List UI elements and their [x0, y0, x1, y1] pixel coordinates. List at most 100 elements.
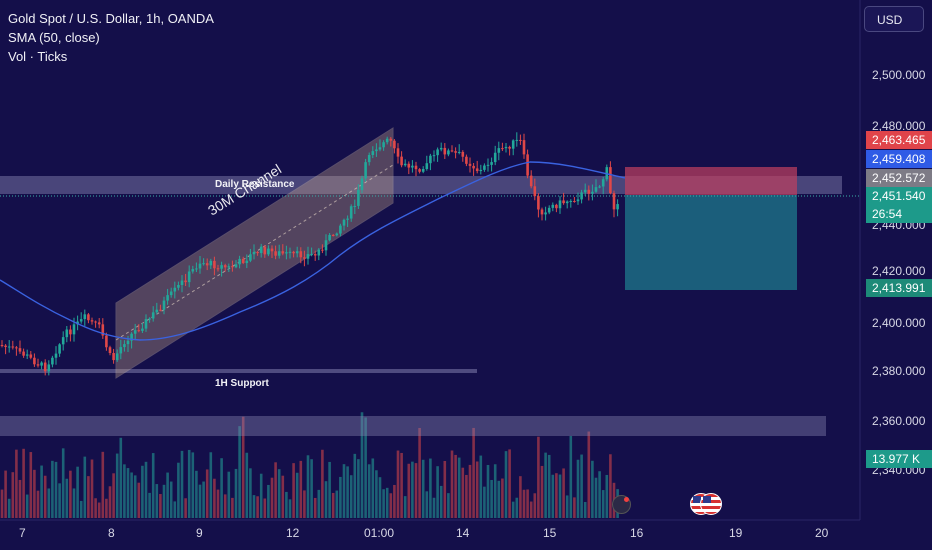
take-profit-zone	[625, 195, 797, 290]
candle-body	[292, 251, 295, 254]
volume-bar	[576, 459, 580, 518]
candle-body	[112, 352, 115, 361]
volume-bar	[598, 471, 601, 518]
volume-bar	[601, 490, 605, 518]
candle-body	[324, 240, 328, 251]
stop-price-tag: 2,463.465	[866, 131, 932, 149]
candle-body	[310, 254, 313, 256]
candle-body	[497, 148, 501, 153]
candle-body	[407, 163, 411, 168]
candle-body	[166, 295, 169, 301]
volume-bar	[72, 488, 76, 518]
volume-bar	[90, 459, 94, 518]
candle-body	[130, 333, 133, 341]
symbol-title[interactable]: Gold Spot / U.S. Dollar, 1h, OANDA	[8, 11, 214, 26]
volume-bar	[209, 452, 213, 518]
resistance-label[interactable]: Daily Resistance	[215, 179, 295, 190]
last-price-value: 2,451.540	[872, 189, 926, 203]
volume-bar	[555, 473, 558, 518]
candle-body	[295, 251, 299, 254]
volume-bar	[339, 476, 342, 518]
candle-body	[436, 149, 439, 156]
volume-bar	[605, 474, 609, 518]
volume-bar	[249, 468, 252, 518]
volume-bar	[515, 497, 519, 518]
volume-bar	[223, 494, 227, 518]
volume-bar	[61, 448, 65, 518]
candle-body	[33, 357, 36, 365]
candle-body	[281, 251, 285, 254]
volume-bar	[126, 468, 130, 518]
volume-bar	[288, 499, 292, 518]
volume-bar	[22, 448, 25, 518]
candle-body	[468, 163, 472, 166]
candle-body	[238, 258, 241, 265]
volume-bar	[270, 477, 274, 518]
volume-bar	[342, 464, 346, 518]
candle-body	[277, 251, 281, 256]
candle-body	[187, 271, 191, 283]
volume-bar	[411, 461, 414, 518]
candle-body	[151, 312, 155, 319]
volume-bar	[375, 470, 378, 518]
candle-body	[367, 155, 371, 163]
volume-bar	[277, 469, 281, 518]
candle-body	[328, 234, 331, 241]
candle-body	[382, 142, 385, 148]
support-label[interactable]: 1H Support	[215, 378, 269, 389]
volume-bar	[400, 452, 403, 518]
volume-bar	[587, 431, 591, 518]
volume-bar	[141, 465, 144, 518]
candle-body	[155, 309, 159, 313]
candle-body	[573, 200, 576, 202]
volume-bar	[364, 417, 367, 518]
candle-body	[526, 154, 529, 176]
volume-bar	[0, 489, 4, 518]
volume-bar	[234, 468, 238, 518]
volume-bar	[202, 481, 205, 518]
volume-bar	[281, 475, 285, 518]
candle-body	[360, 178, 364, 190]
candle-body	[313, 254, 317, 256]
candle-body	[371, 151, 375, 156]
volume-bar	[349, 475, 353, 518]
lightning-icon[interactable]	[612, 495, 631, 514]
volume-bar	[497, 480, 501, 518]
candle-body	[378, 147, 382, 150]
sma-legend[interactable]: SMA (50, close)	[8, 30, 100, 45]
volume-bar	[162, 484, 166, 518]
volume-bar	[526, 489, 529, 518]
currency-button[interactable]: USD	[864, 6, 924, 32]
candle-body	[234, 264, 238, 268]
time-tick: 12	[286, 526, 300, 540]
volume-bar	[328, 461, 331, 518]
candle-body	[180, 280, 184, 285]
volume-bar	[231, 497, 234, 518]
volume-bar	[421, 459, 425, 518]
volume-bar	[259, 473, 263, 518]
candle-body	[331, 234, 335, 236]
stop-loss-zone	[625, 167, 797, 195]
candle-body	[47, 364, 51, 372]
candle-body	[195, 268, 198, 270]
volume-bar	[115, 453, 119, 518]
candle-body	[148, 318, 151, 320]
volume-bar	[432, 497, 436, 518]
candle-body	[115, 353, 119, 361]
candle-body	[601, 179, 605, 187]
us-flag-events-icon[interactable]	[690, 493, 722, 515]
volume-bar	[472, 427, 475, 518]
volume-bar	[299, 460, 303, 518]
candle-body	[562, 200, 565, 204]
candle-body	[533, 186, 537, 197]
volume-legend[interactable]: Vol · Ticks	[8, 49, 68, 64]
volume-bar	[396, 450, 400, 518]
candle-body	[389, 138, 393, 141]
candle-body	[18, 348, 22, 352]
candle-body	[321, 249, 324, 251]
volume-bar	[112, 473, 115, 518]
candle-body	[432, 155, 436, 157]
volume-bar	[573, 497, 576, 518]
volume-bar	[425, 491, 429, 518]
